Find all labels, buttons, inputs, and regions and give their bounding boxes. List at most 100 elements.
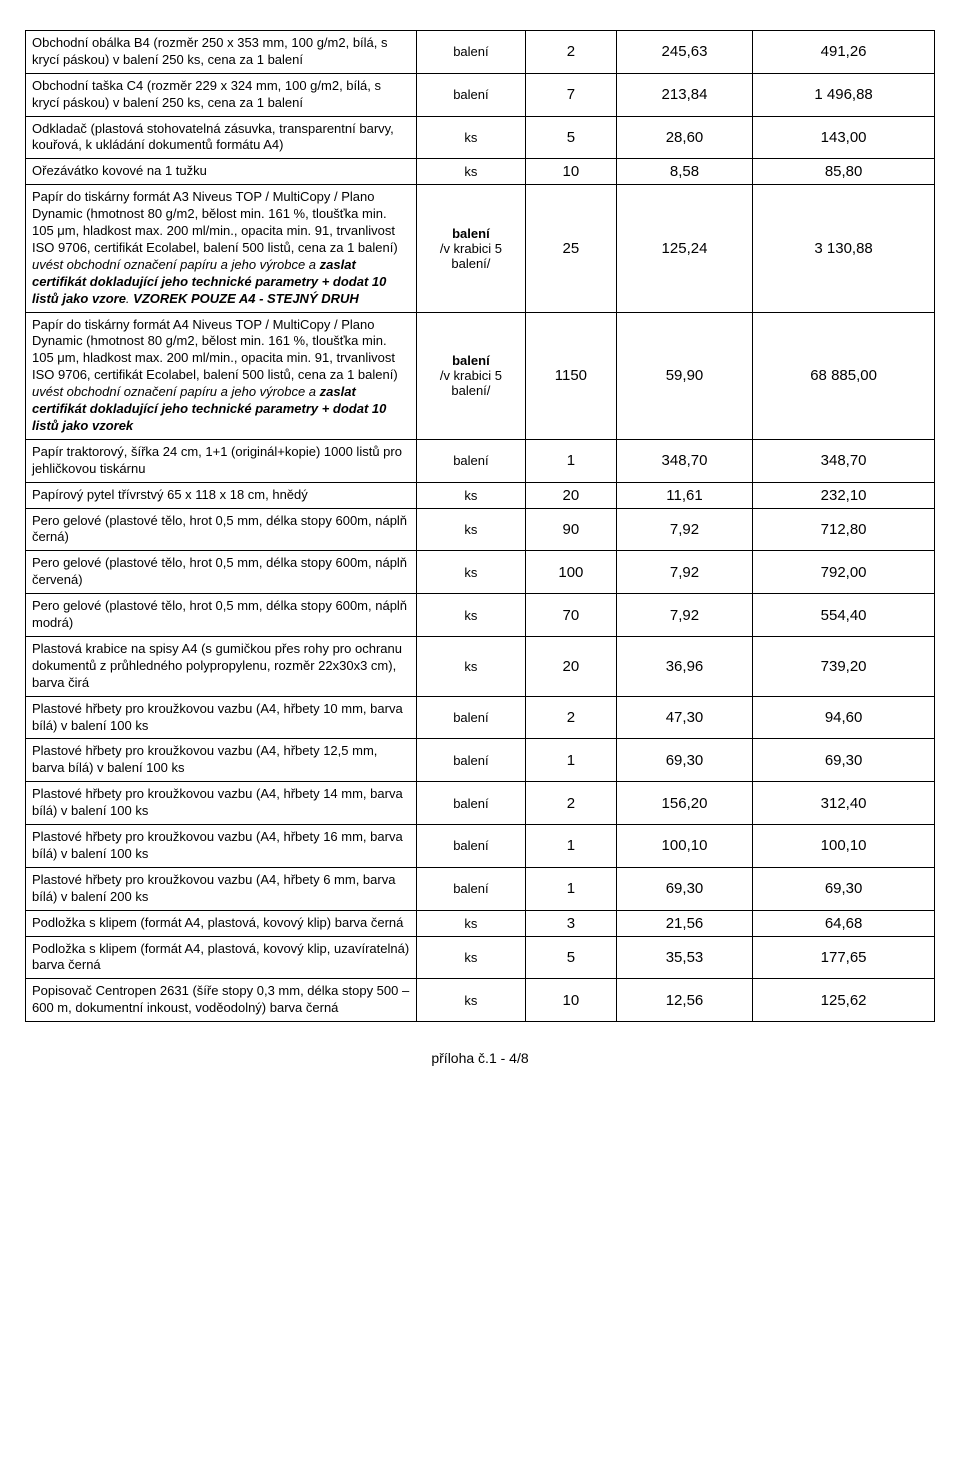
price-cell: 213,84 <box>616 73 752 116</box>
price-cell: 7,92 <box>616 551 752 594</box>
price-cell: 28,60 <box>616 116 752 159</box>
qty-cell: 3 <box>525 910 616 936</box>
total-cell: 3 130,88 <box>753 185 935 312</box>
unit-cell: balení <box>416 439 525 482</box>
qty-cell: 10 <box>525 159 616 185</box>
table-row: Popisovač Centropen 2631 (šíře stopy 0,3… <box>26 979 935 1022</box>
qty-cell: 10 <box>525 979 616 1022</box>
desc-cell: Popisovač Centropen 2631 (šíře stopy 0,3… <box>26 979 417 1022</box>
desc-cell: Plastové hřbety pro kroužkovou vazbu (A4… <box>26 867 417 910</box>
desc-cell: Plastové hřbety pro kroužkovou vazbu (A4… <box>26 739 417 782</box>
desc-cell: Papírový pytel třívrstvý 65 x 118 x 18 c… <box>26 482 417 508</box>
unit-cell: ks <box>416 979 525 1022</box>
table-row: Pero gelové (plastové tělo, hrot 0,5 mm,… <box>26 551 935 594</box>
desc-cell: Papír do tiskárny formát A4 Niveus TOP /… <box>26 312 417 439</box>
total-cell: 68 885,00 <box>753 312 935 439</box>
table-row: Obchodní obálka B4 (rozměr 250 x 353 mm,… <box>26 31 935 74</box>
total-cell: 312,40 <box>753 782 935 825</box>
unit-cell: balení <box>416 782 525 825</box>
unit-cell: ks <box>416 636 525 696</box>
table-row: Podložka s klipem (formát A4, plastová, … <box>26 936 935 979</box>
qty-cell: 1 <box>525 439 616 482</box>
unit-cell: balení <box>416 696 525 739</box>
total-cell: 739,20 <box>753 636 935 696</box>
table-row: Papír do tiskárny formát A4 Niveus TOP /… <box>26 312 935 439</box>
total-cell: 64,68 <box>753 910 935 936</box>
price-cell: 8,58 <box>616 159 752 185</box>
desc-cell: Pero gelové (plastové tělo, hrot 0,5 mm,… <box>26 508 417 551</box>
table-row: Obchodní taška C4 (rozměr 229 x 324 mm, … <box>26 73 935 116</box>
table-row: Papírový pytel třívrstvý 65 x 118 x 18 c… <box>26 482 935 508</box>
total-cell: 100,10 <box>753 824 935 867</box>
price-cell: 69,30 <box>616 739 752 782</box>
qty-cell: 2 <box>525 696 616 739</box>
total-cell: 712,80 <box>753 508 935 551</box>
table-row: Pero gelové (plastové tělo, hrot 0,5 mm,… <box>26 594 935 637</box>
unit-cell: balení <box>416 867 525 910</box>
unit-cell: ks <box>416 116 525 159</box>
total-cell: 94,60 <box>753 696 935 739</box>
desc-cell: Plastová krabice na spisy A4 (s gumičkou… <box>26 636 417 696</box>
price-cell: 156,20 <box>616 782 752 825</box>
desc-cell: Obchodní taška C4 (rozměr 229 x 324 mm, … <box>26 73 417 116</box>
table-row: Plastové hřbety pro kroužkovou vazbu (A4… <box>26 782 935 825</box>
unit-cell: ks <box>416 910 525 936</box>
total-cell: 85,80 <box>753 159 935 185</box>
total-cell: 554,40 <box>753 594 935 637</box>
price-cell: 245,63 <box>616 31 752 74</box>
table-row: Pero gelové (plastové tělo, hrot 0,5 mm,… <box>26 508 935 551</box>
table-row: Ořezávátko kovové na 1 tužkuks108,5885,8… <box>26 159 935 185</box>
price-cell: 348,70 <box>616 439 752 482</box>
desc-cell: Papír do tiskárny formát A3 Niveus TOP /… <box>26 185 417 312</box>
price-cell: 47,30 <box>616 696 752 739</box>
table-row: Plastové hřbety pro kroužkovou vazbu (A4… <box>26 824 935 867</box>
price-cell: 35,53 <box>616 936 752 979</box>
desc-cell: Pero gelové (plastové tělo, hrot 0,5 mm,… <box>26 594 417 637</box>
total-cell: 69,30 <box>753 739 935 782</box>
desc-cell: Podložka s klipem (formát A4, plastová, … <box>26 910 417 936</box>
unit-cell: balení <box>416 739 525 782</box>
total-cell: 1 496,88 <box>753 73 935 116</box>
unit-cell: balení <box>416 824 525 867</box>
qty-cell: 20 <box>525 482 616 508</box>
desc-cell: Plastové hřbety pro kroužkovou vazbu (A4… <box>26 782 417 825</box>
unit-cell: ks <box>416 936 525 979</box>
page-footer: příloha č.1 - 4/8 <box>25 1050 935 1066</box>
desc-cell: Plastové hřbety pro kroužkovou vazbu (A4… <box>26 824 417 867</box>
total-cell: 125,62 <box>753 979 935 1022</box>
total-cell: 69,30 <box>753 867 935 910</box>
unit-cell: ks <box>416 159 525 185</box>
table-row: Plastové hřbety pro kroužkovou vazbu (A4… <box>26 867 935 910</box>
price-cell: 11,61 <box>616 482 752 508</box>
qty-cell: 1 <box>525 867 616 910</box>
qty-cell: 1150 <box>525 312 616 439</box>
table-row: Odkladač (plastová stohovatelná zásuvka,… <box>26 116 935 159</box>
desc-cell: Ořezávátko kovové na 1 tužku <box>26 159 417 185</box>
table-row: Papír do tiskárny formát A3 Niveus TOP /… <box>26 185 935 312</box>
total-cell: 177,65 <box>753 936 935 979</box>
price-cell: 59,90 <box>616 312 752 439</box>
price-cell: 7,92 <box>616 508 752 551</box>
table-row: Plastové hřbety pro kroužkovou vazbu (A4… <box>26 696 935 739</box>
price-cell: 12,56 <box>616 979 752 1022</box>
table-row: Papír traktorový, šířka 24 cm, 1+1 (orig… <box>26 439 935 482</box>
unit-cell: ks <box>416 594 525 637</box>
qty-cell: 1 <box>525 739 616 782</box>
unit-cell: ks <box>416 551 525 594</box>
price-table: Obchodní obálka B4 (rozměr 250 x 353 mm,… <box>25 30 935 1022</box>
table-row: Plastové hřbety pro kroužkovou vazbu (A4… <box>26 739 935 782</box>
unit-cell: balení <box>416 31 525 74</box>
qty-cell: 7 <box>525 73 616 116</box>
qty-cell: 70 <box>525 594 616 637</box>
total-cell: 143,00 <box>753 116 935 159</box>
price-cell: 100,10 <box>616 824 752 867</box>
qty-cell: 100 <box>525 551 616 594</box>
qty-cell: 25 <box>525 185 616 312</box>
qty-cell: 5 <box>525 116 616 159</box>
total-cell: 232,10 <box>753 482 935 508</box>
unit-cell: balení/v krabici 5 balení/ <box>416 185 525 312</box>
price-cell: 36,96 <box>616 636 752 696</box>
total-cell: 348,70 <box>753 439 935 482</box>
desc-cell: Obchodní obálka B4 (rozměr 250 x 353 mm,… <box>26 31 417 74</box>
total-cell: 491,26 <box>753 31 935 74</box>
